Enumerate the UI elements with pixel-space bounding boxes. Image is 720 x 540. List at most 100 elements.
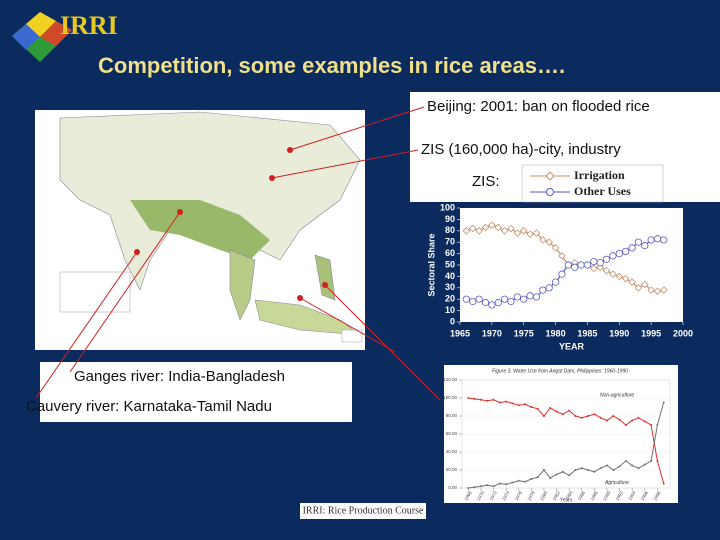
y-tick-label: 60.00 bbox=[446, 431, 458, 436]
point bbox=[532, 293, 541, 301]
point bbox=[526, 230, 534, 238]
point bbox=[596, 259, 604, 267]
point bbox=[488, 301, 496, 309]
y-tick-label: 80.00 bbox=[446, 413, 458, 418]
point bbox=[656, 423, 659, 426]
point bbox=[574, 468, 577, 471]
point bbox=[539, 286, 547, 294]
point bbox=[462, 227, 471, 235]
x-tick-label: 1974 bbox=[501, 490, 511, 502]
point bbox=[602, 255, 611, 263]
point bbox=[662, 482, 665, 485]
point bbox=[532, 229, 541, 237]
point bbox=[479, 485, 482, 488]
label: ZIS (160,000 ha)-city, industry bbox=[421, 141, 621, 158]
point bbox=[462, 295, 470, 303]
point bbox=[494, 299, 502, 307]
dots bbox=[134, 147, 328, 301]
y-tick-label: 20.00 bbox=[446, 467, 458, 472]
point bbox=[536, 476, 539, 479]
point bbox=[605, 419, 608, 422]
y-tick-label: 20 bbox=[445, 294, 455, 304]
point bbox=[624, 423, 627, 426]
legend-marker bbox=[545, 171, 555, 181]
label: Ganges river: India-Bangladesh bbox=[74, 368, 285, 385]
x-tick-label: 1970 bbox=[482, 328, 502, 338]
y-tick-label: 100 bbox=[440, 202, 455, 212]
point bbox=[539, 236, 547, 244]
point bbox=[583, 261, 592, 269]
point bbox=[637, 416, 640, 419]
point bbox=[475, 295, 483, 303]
x-tick-label: 1982 bbox=[552, 490, 562, 502]
point bbox=[609, 270, 617, 278]
point bbox=[577, 261, 585, 269]
point bbox=[564, 261, 572, 269]
point bbox=[643, 420, 646, 423]
y-tick-label: 10 bbox=[445, 305, 455, 315]
point bbox=[628, 244, 636, 252]
x-axis-label: Years bbox=[560, 497, 573, 503]
y-tick-label: 120.00 bbox=[443, 377, 457, 382]
label: Cauvery river: Karnataka-Tamil Nadu bbox=[26, 398, 272, 415]
point bbox=[517, 479, 520, 482]
point bbox=[545, 284, 553, 292]
point bbox=[519, 227, 528, 235]
point bbox=[568, 474, 571, 477]
y-tick-label: 90 bbox=[445, 214, 455, 224]
point bbox=[634, 284, 643, 292]
x-tick-label: 1996 bbox=[640, 490, 650, 502]
point bbox=[647, 236, 655, 244]
point bbox=[473, 486, 476, 489]
annotation: Agriculture bbox=[604, 480, 629, 486]
y-tick-label: 70 bbox=[445, 237, 455, 247]
point bbox=[494, 223, 502, 232]
y-tick-label: 40 bbox=[445, 271, 455, 281]
x-tick-label: 1990 bbox=[602, 490, 612, 502]
point bbox=[643, 463, 646, 466]
point bbox=[628, 278, 636, 286]
point bbox=[542, 468, 545, 471]
annotation: Non-agriculture bbox=[600, 393, 634, 399]
point bbox=[660, 286, 668, 294]
point bbox=[615, 272, 624, 281]
y-tick-label: 50 bbox=[445, 259, 455, 269]
point bbox=[536, 407, 539, 410]
point bbox=[542, 414, 545, 417]
y-tick-label: 80 bbox=[445, 225, 455, 235]
chart-title: ZIS: bbox=[472, 173, 500, 190]
x-tick-label: 1990 bbox=[609, 328, 629, 338]
point bbox=[624, 459, 627, 462]
point bbox=[593, 413, 596, 416]
point bbox=[618, 465, 621, 468]
point bbox=[621, 274, 630, 283]
point bbox=[641, 280, 649, 289]
point bbox=[571, 263, 579, 271]
point bbox=[500, 295, 509, 303]
point bbox=[653, 287, 662, 295]
leaders bbox=[35, 106, 441, 401]
point bbox=[505, 400, 508, 403]
point bbox=[555, 410, 558, 413]
logo-mark bbox=[12, 12, 72, 62]
x-tick-label: 1970 bbox=[476, 490, 486, 502]
point bbox=[612, 468, 615, 471]
point bbox=[513, 293, 521, 301]
point bbox=[587, 468, 590, 471]
point bbox=[549, 477, 552, 480]
x-tick-label: 1995 bbox=[641, 328, 661, 338]
point bbox=[653, 235, 662, 243]
footer: IRRI: Rice Production Course bbox=[303, 505, 424, 516]
point bbox=[526, 292, 534, 300]
x-tick-label: 1985 bbox=[577, 328, 597, 338]
point bbox=[568, 409, 571, 412]
point bbox=[498, 401, 501, 404]
point bbox=[650, 423, 653, 426]
x-tick-label: 1998 bbox=[652, 490, 662, 502]
x-axis-label: YEAR bbox=[559, 341, 585, 351]
x-tick-label: 1980 bbox=[546, 328, 566, 338]
point bbox=[520, 295, 528, 303]
point bbox=[507, 297, 515, 306]
point bbox=[517, 404, 520, 407]
point bbox=[479, 398, 482, 401]
